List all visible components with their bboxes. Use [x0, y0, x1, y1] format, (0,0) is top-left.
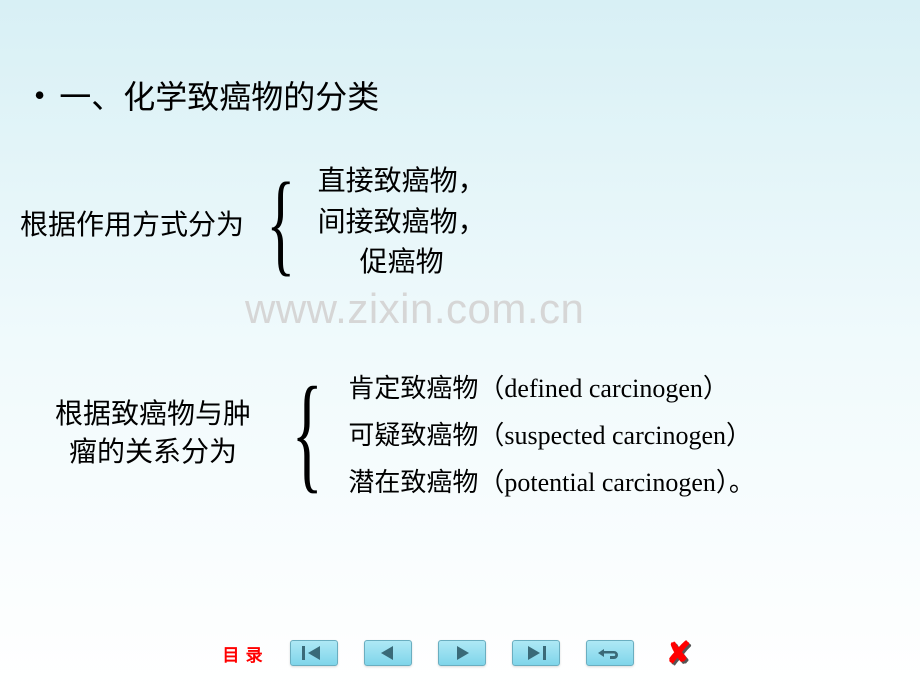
classification-by-action: 根据作用方式分为 { 直接致癌物， 间接致癌物， 促癌物: [20, 162, 486, 284]
label-by-action: 根据作用方式分为: [20, 203, 244, 243]
close-button[interactable]: ✘ ✘: [660, 638, 698, 668]
item-potential: 潜在致癌物（potential carcinogen）。: [348, 462, 755, 499]
prev-button[interactable]: [364, 640, 412, 666]
return-button[interactable]: [586, 640, 634, 666]
first-button[interactable]: [290, 640, 338, 666]
next-icon: [451, 646, 473, 660]
item-direct: 直接致癌物，: [318, 162, 486, 203]
return-icon: [596, 645, 624, 661]
close-icon: ✘ ✘: [666, 636, 691, 671]
last-icon: [524, 646, 548, 660]
menu-link[interactable]: 目 录: [222, 641, 263, 666]
classification-by-tumor-relation: 根据致癌物与肿 瘤的关系分为 { 肯定致癌物（defined carcinoge…: [38, 358, 755, 509]
next-button[interactable]: [438, 640, 486, 666]
label-line1: 根据致癌物与肿: [38, 396, 268, 434]
left-brace-icon: {: [266, 172, 295, 275]
watermark: www.zixin.com.cn: [245, 285, 584, 333]
last-button[interactable]: [512, 640, 560, 666]
item-promoter: 促癌物: [318, 243, 486, 284]
items-by-relation: 肯定致癌物（defined carcinogen） 可疑致癌物（suspecte…: [348, 358, 755, 509]
heading-row: • 一、化学致癌物的分类: [34, 72, 379, 118]
first-icon: [302, 646, 326, 660]
footer-nav: 目 录 ✘ ✘: [0, 638, 920, 668]
item-defined: 肯定致癌物（defined carcinogen）: [348, 368, 755, 405]
heading-text: 一、化学致癌物的分类: [59, 72, 379, 118]
items-by-action: 直接致癌物， 间接致癌物， 促癌物: [318, 162, 486, 284]
label-line2: 瘤的关系分为: [38, 434, 268, 472]
prev-icon: [377, 646, 399, 660]
label-by-relation: 根据致癌物与肿 瘤的关系分为: [38, 396, 268, 472]
left-brace-icon: {: [292, 375, 323, 492]
bullet-dot: •: [34, 77, 45, 114]
item-indirect: 间接致癌物，: [318, 203, 486, 244]
item-suspected: 可疑致癌物（suspected carcinogen）: [348, 415, 755, 452]
